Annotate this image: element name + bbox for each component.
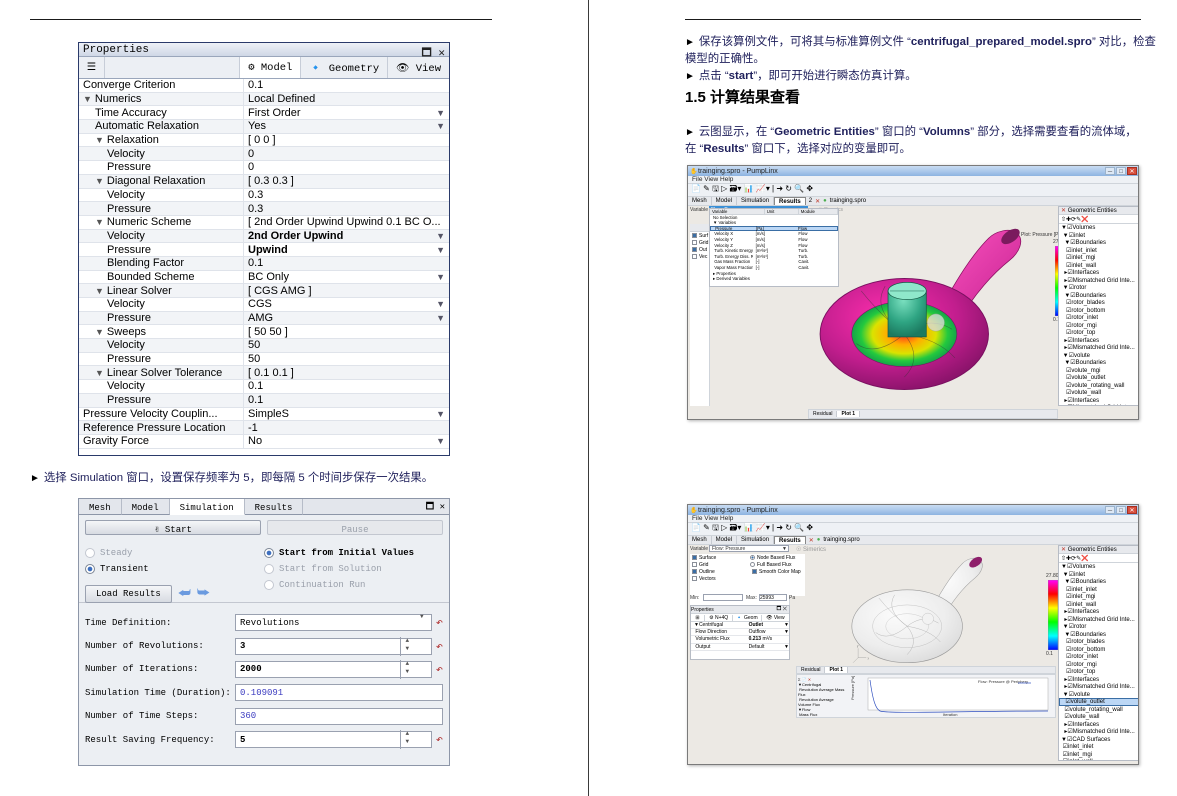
svg-text:Iteration: Iteration: [943, 712, 957, 717]
svg-text:Pressure [Pa]: Pressure [Pa]: [850, 676, 855, 700]
svg-text:z: z: [851, 663, 853, 664]
svg-text:x: x: [868, 657, 870, 661]
svg-text:y: y: [857, 644, 859, 648]
